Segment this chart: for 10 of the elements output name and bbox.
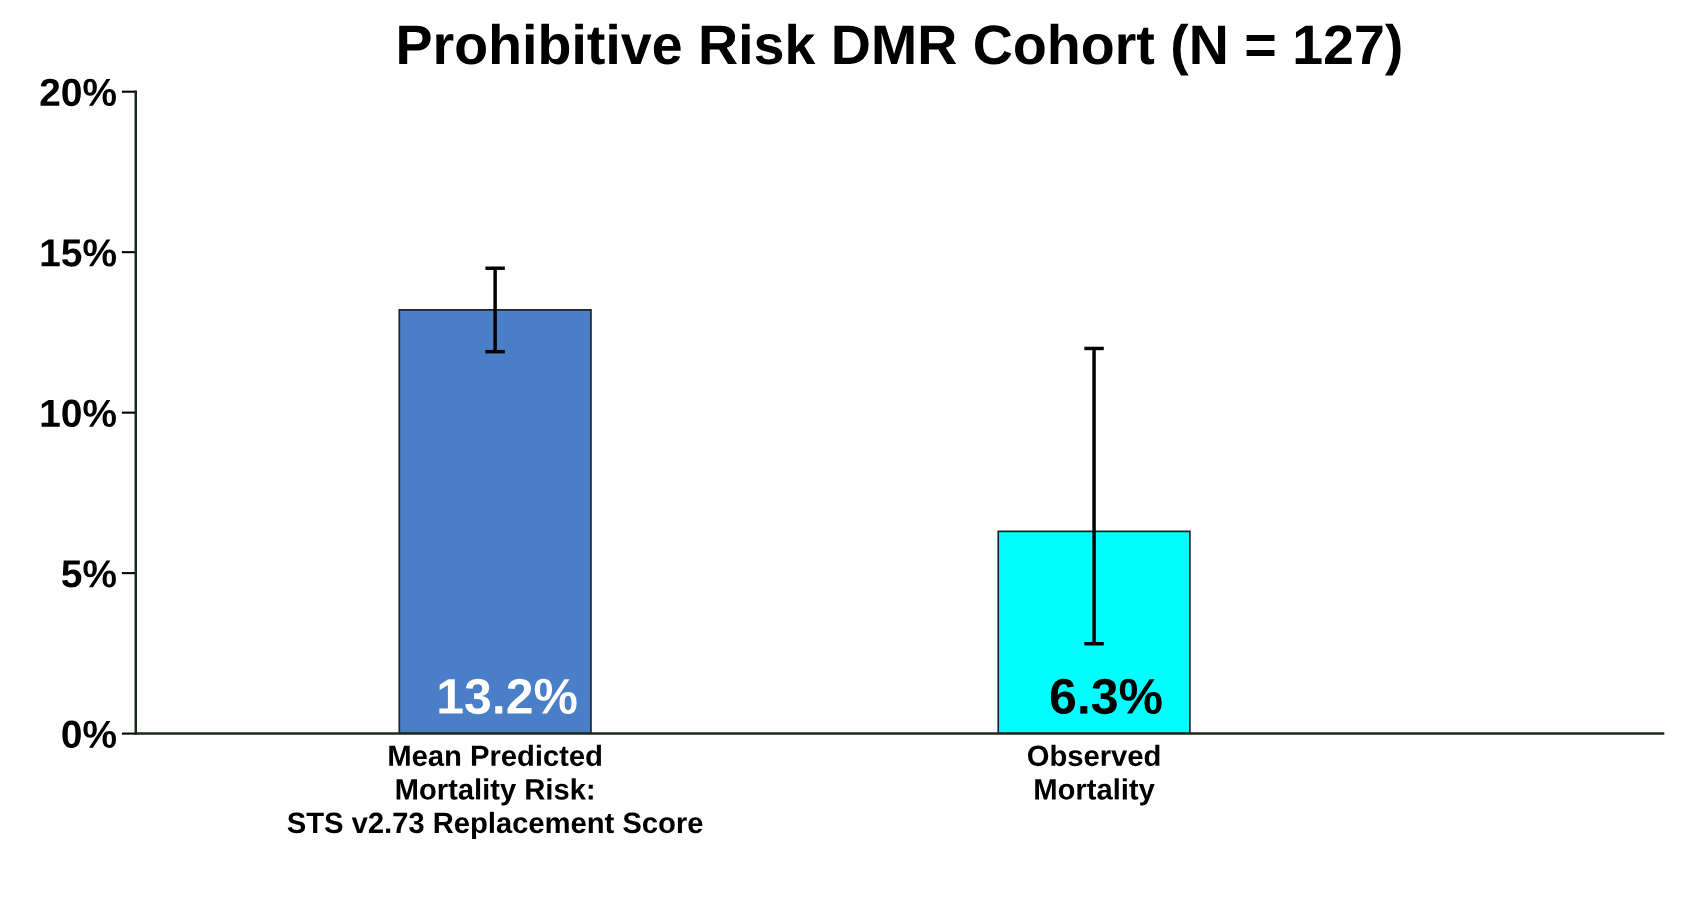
chart-title: Prohibitive Risk DMR Cohort (N = 127) <box>399 23 1401 76</box>
data-label: 13.2% <box>439 678 577 715</box>
y-tick-label: 20% <box>40 78 116 107</box>
y-tick-label: 5% <box>62 560 116 588</box>
y-tick-label: 15% <box>41 239 116 267</box>
x-tick-label: Observed Mortality <box>1027 744 1160 806</box>
y-tick-label: 10% <box>41 399 116 428</box>
data-label: 6.3% <box>1050 678 1162 715</box>
y-tick-label: 0% <box>62 720 116 749</box>
x-tick-label: Mean Predicted Mortality Risk: STS v2.73 Replacement Score <box>287 744 703 839</box>
